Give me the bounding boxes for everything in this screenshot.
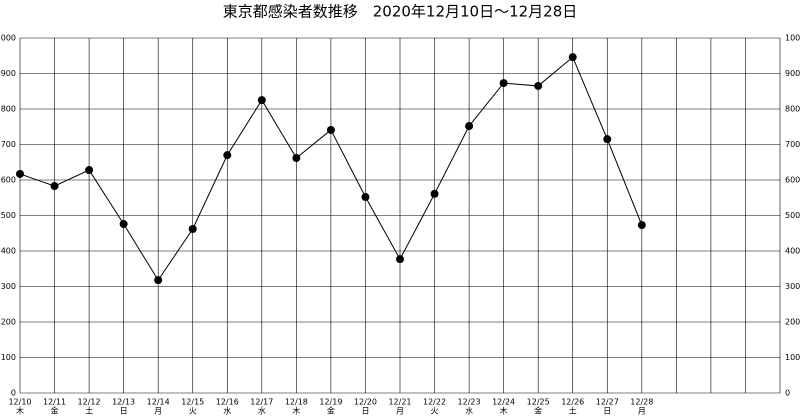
x-tick-label: 12/24 (492, 398, 515, 407)
point (50, 182, 59, 191)
point (223, 151, 232, 160)
point (188, 224, 197, 233)
point (465, 122, 474, 131)
y-tick-label: 500 (1, 211, 16, 220)
y2-tick-label: 800 (785, 105, 800, 114)
y2-tick-label: 1000 (785, 34, 800, 43)
weekday-label: 月 (396, 407, 404, 416)
point (119, 220, 128, 229)
weekday-label: 金 (327, 406, 335, 416)
y-tick-label: 800 (1, 105, 16, 114)
x-tick-label: 12/28 (630, 398, 653, 407)
weekday-label: 木 (16, 406, 24, 416)
point (85, 166, 94, 175)
weekday-label: 日 (603, 407, 611, 416)
y2-tick-label: 600 (785, 176, 800, 185)
weekday-label: 木 (292, 406, 300, 416)
y2-tick-label: 0 (785, 389, 790, 398)
x-tick-label: 12/17 (250, 398, 273, 407)
point (326, 125, 335, 134)
weekday-label: 水 (258, 406, 266, 416)
y2-tick-label: 500 (785, 211, 800, 220)
x-tick-label: 12/22 (423, 398, 446, 407)
y-tick-label: 700 (1, 140, 16, 149)
chart-title: 東京都感染者数推移 2020年12月10日～12月28日 (223, 3, 578, 21)
weekday-label: 火 (189, 407, 197, 416)
weekday-label: 日 (120, 407, 128, 416)
weekday-label: 日 (361, 407, 369, 416)
y-tick-label: 300 (1, 282, 16, 291)
y-tick-label: 900 (1, 69, 16, 78)
point (499, 79, 508, 88)
weekday-label: 月 (638, 407, 646, 416)
x-tick-label: 12/21 (388, 398, 411, 407)
y-tick-label: 600 (1, 176, 16, 185)
x-tick-label: 12/11 (43, 398, 66, 407)
x-tick-label: 12/18 (285, 398, 308, 407)
point (568, 53, 577, 62)
x-tick-label: 12/23 (458, 398, 481, 407)
y-tick-label: 100 (1, 353, 16, 362)
y2-tick-label: 100 (785, 353, 800, 362)
point (637, 221, 646, 230)
weekday-label: 土 (85, 406, 93, 416)
y-tick-label: 400 (1, 247, 16, 256)
point (396, 255, 404, 264)
point (361, 193, 370, 202)
x-tick-label: 12/15 (181, 398, 204, 407)
point (257, 96, 266, 105)
x-tick-label: 12/12 (78, 398, 101, 407)
y2-tick-label: 400 (785, 247, 800, 256)
x-tick-label: 12/25 (527, 398, 550, 407)
point (603, 135, 612, 144)
point (430, 189, 439, 198)
x-tick-label: 12/20 (354, 398, 377, 407)
weekday-label: 金 (534, 406, 542, 416)
point (534, 81, 543, 90)
x-tick-label: 12/10 (8, 398, 31, 407)
x-tick-label: 12/14 (147, 398, 170, 407)
weekday-label: 月 (154, 407, 162, 416)
weekday-label: 金 (51, 406, 59, 416)
weekday-label: 水 (223, 406, 231, 416)
y-tick-label: 0 (11, 389, 16, 398)
weekday-label: 土 (569, 406, 577, 416)
weekday-label: 火 (431, 407, 439, 416)
x-tick-label: 12/16 (216, 398, 239, 407)
point (16, 169, 24, 178)
x-tick-label: 12/19 (319, 398, 342, 407)
x-tick-label: 12/27 (596, 398, 619, 407)
y2-tick-label: 700 (785, 140, 800, 149)
y2-tick-label: 900 (785, 69, 800, 78)
point (154, 276, 163, 285)
y-tick-label: 200 (1, 318, 16, 327)
x-tick-label: 12/13 (112, 398, 135, 407)
weekday-label: 木 (500, 406, 508, 416)
weekday-label: 水 (465, 406, 473, 416)
y-tick-label: 1000 (0, 34, 16, 43)
y2-tick-label: 200 (785, 318, 800, 327)
x-tick-label: 12/26 (561, 398, 584, 407)
point (292, 153, 301, 162)
y2-tick-label: 300 (785, 282, 800, 291)
